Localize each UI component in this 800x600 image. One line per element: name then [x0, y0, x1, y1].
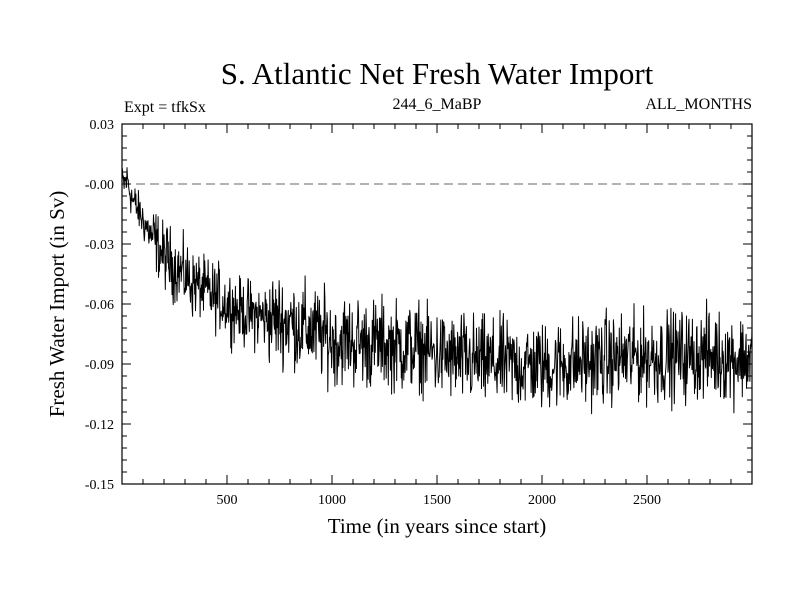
y-tick-label: -0.00: [85, 178, 114, 193]
series-line: [121, 167, 753, 415]
months-label: ALL_MONTHS: [645, 96, 752, 113]
x-tick-label: 2500: [633, 493, 661, 508]
x-tick-label: 2000: [528, 493, 556, 508]
series-group: [121, 167, 753, 415]
y-tick-label: 0.03: [90, 118, 115, 133]
x-tick-label: 500: [217, 493, 238, 508]
x-tick-label: 1000: [318, 493, 346, 508]
x-tick-label: 1500: [423, 493, 451, 508]
x-ticks: 500 1000 1500 2000 2500: [142, 124, 732, 508]
y-tick-label: -0.03: [85, 238, 114, 253]
chart-title: S. Atlantic Net Fresh Water Import: [221, 56, 654, 91]
plot-frame: [121, 123, 753, 485]
y-tick-label: -0.12: [85, 418, 114, 433]
y-ticks: 0.03 -0.00 -0.03 -0.06 -0.09 -0.12 -0.15: [85, 118, 752, 493]
experiment-label: Expt = tfkSx: [124, 99, 206, 116]
x-axis-label: Time (in years since start): [328, 514, 547, 538]
y-tick-label: -0.15: [85, 478, 114, 493]
period-label: 244_6_MaBP: [393, 96, 482, 113]
y-tick-label: -0.09: [85, 358, 114, 373]
y-tick-label: -0.06: [85, 298, 114, 313]
y-axis-label: Fresh Water Import (in Sv): [45, 191, 69, 418]
